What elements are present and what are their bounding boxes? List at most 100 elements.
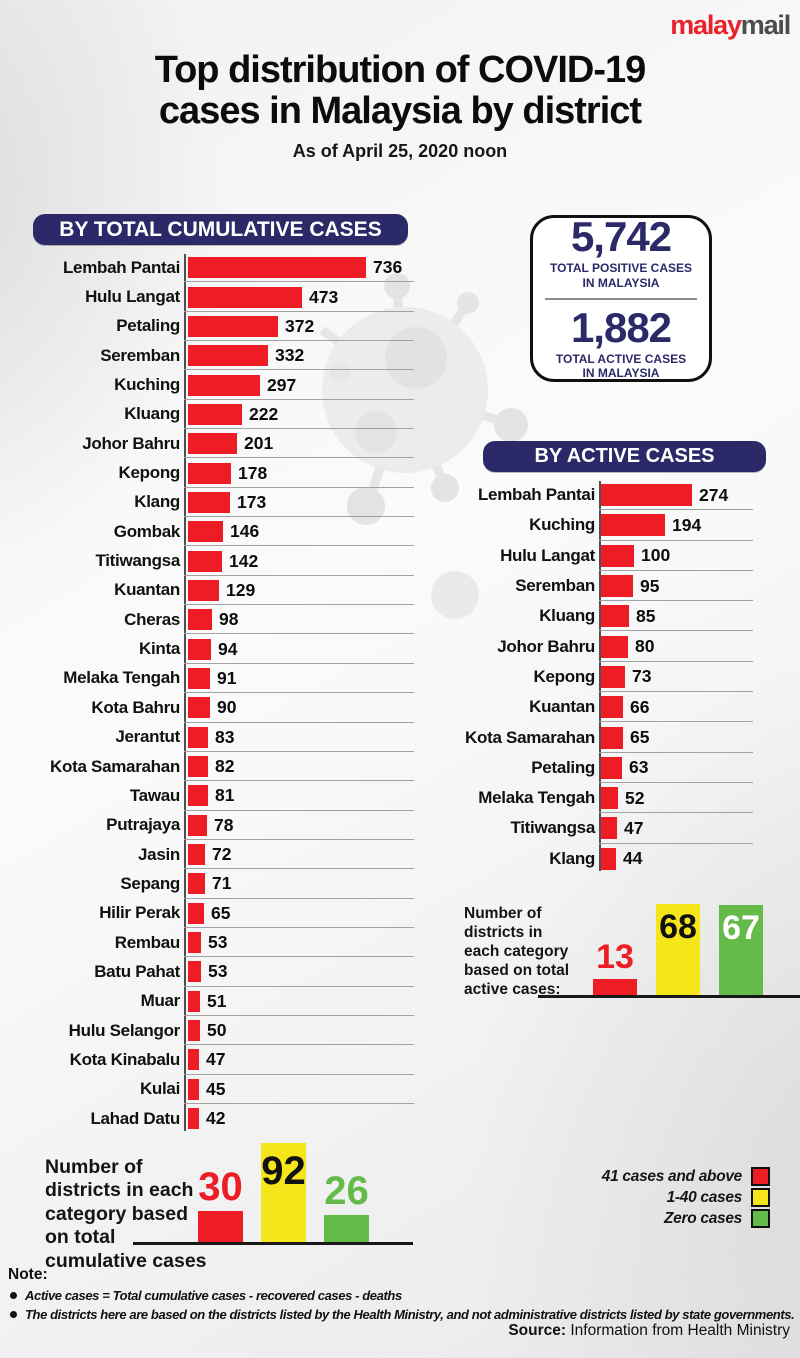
- bar-value: 42: [206, 1108, 226, 1129]
- bar-value: 473: [309, 286, 339, 307]
- bar-value: 297: [267, 374, 297, 395]
- bar-value: 372: [285, 315, 315, 336]
- bar: [188, 697, 210, 719]
- bar-row: Kinta 94: [0, 634, 432, 664]
- bar-value: 332: [275, 345, 305, 366]
- bar: [188, 315, 278, 337]
- gridline: [184, 1044, 414, 1046]
- bullet-icon: [10, 1292, 17, 1299]
- gridline: [184, 633, 414, 635]
- bar-row: Kuching 194: [453, 510, 800, 541]
- bar-row: Klang 173: [0, 488, 432, 518]
- gridline: [184, 604, 414, 606]
- cumulative-categories-baseline: [133, 1242, 413, 1245]
- legend-swatch: [751, 1167, 770, 1186]
- district-label: Kota Bahru: [91, 697, 180, 717]
- bar: [188, 873, 205, 895]
- bar: [188, 990, 200, 1012]
- bar-row: Muar 51: [0, 987, 432, 1016]
- gridline: [599, 600, 753, 602]
- cumulative-categories-title: Number of districts in each category bas…: [45, 1156, 207, 1272]
- gridline: [599, 509, 753, 511]
- gridline: [184, 721, 414, 723]
- bar: [601, 605, 629, 628]
- bar-value: 50: [207, 1020, 227, 1041]
- legend-item: 41 cases and above: [500, 1166, 770, 1187]
- cumulative-categories-chart: 30 92 26: [198, 1094, 369, 1244]
- district-label: Kuantan: [114, 580, 180, 600]
- gridline: [184, 985, 414, 987]
- bar-value: 80: [635, 636, 655, 657]
- district-label: Gombak: [113, 521, 181, 541]
- bar: [188, 932, 201, 954]
- page-subtitle: As of April 25, 2020 noon: [292, 141, 508, 161]
- gridline: [184, 692, 414, 694]
- gridline: [184, 428, 414, 430]
- bar-value: 129: [226, 579, 256, 600]
- bar-row: Rembau 53: [0, 928, 432, 958]
- bar-row: Kuantan 129: [0, 576, 432, 606]
- bar-row: Kota Samarahan 82: [0, 752, 432, 782]
- district-label: Hulu Langat: [500, 545, 595, 565]
- district-label: Hulu Langat: [85, 287, 180, 307]
- bar: [188, 756, 208, 778]
- bar: [188, 579, 219, 601]
- category-column: 92: [261, 1143, 306, 1244]
- bar-row: Kluang 222: [0, 400, 432, 430]
- gridline: [599, 569, 753, 571]
- active-categories-title: Number of districts in each category bas…: [464, 905, 570, 998]
- gridline: [599, 781, 753, 783]
- district-label: Titiwangsa: [95, 551, 180, 571]
- notes-heading: Note:: [8, 1266, 48, 1283]
- bar-row: Cheras 98: [0, 605, 432, 635]
- total-positive-value: 5,742: [570, 213, 672, 261]
- bar: [601, 484, 692, 507]
- bar-row: Kota Bahru 90: [0, 693, 432, 723]
- bar: [719, 905, 763, 997]
- legend-item: Zero cases: [500, 1208, 770, 1229]
- bar: [601, 665, 625, 688]
- bar: [188, 1078, 199, 1100]
- bar-row: Lembah Pantai 736: [0, 253, 432, 283]
- district-label: Kluang: [539, 606, 595, 626]
- bar-value: 26: [324, 1169, 369, 1213]
- gridline: [599, 660, 753, 662]
- total-active-label: TOTAL ACTIVE CASES IN MALAYSIA: [555, 352, 687, 381]
- bar: [601, 544, 634, 567]
- bar: [601, 635, 628, 658]
- bar-row: Lahad Datu 42: [0, 1104, 432, 1133]
- bar: [188, 1020, 200, 1042]
- district-label: Kota Samarahan: [50, 756, 180, 776]
- axis-line: [599, 481, 601, 871]
- bar: [188, 1108, 199, 1130]
- district-label: Petaling: [531, 757, 595, 777]
- bar: [601, 726, 623, 749]
- legend-label: 1-40 cases: [666, 1188, 743, 1206]
- title-line-2: cases in Malaysia by district: [158, 90, 642, 133]
- bar-row: Johor Bahru 201: [0, 429, 432, 459]
- district-label: Kinta: [138, 639, 180, 659]
- bar-row: Hulu Selangor 50: [0, 1016, 432, 1046]
- district-label: Kota Kinabalu: [69, 1049, 181, 1069]
- gridline: [184, 1014, 414, 1016]
- district-label: Klang: [134, 492, 180, 512]
- bar: [188, 403, 242, 425]
- district-label: Klang: [549, 848, 595, 868]
- legend-swatch: [751, 1209, 770, 1228]
- bar-value: 53: [208, 932, 228, 953]
- district-label: Jerantut: [115, 727, 180, 747]
- bar-row: Johor Bahru 80: [453, 631, 800, 662]
- district-label: Johor Bahru: [497, 636, 595, 656]
- bar-value: 92: [261, 1149, 306, 1193]
- active-categories-chart: 13 68 67: [593, 847, 763, 997]
- bar-row: Titiwangsa 142: [0, 546, 432, 576]
- totals-divider: [545, 298, 697, 300]
- bar-value: 81: [215, 785, 235, 806]
- bar: [188, 462, 231, 484]
- gridline: [184, 926, 414, 928]
- bar-row: Hulu Langat 100: [453, 541, 800, 571]
- bar-row: Titiwangsa 47: [453, 813, 800, 844]
- bar-row: Petaling 63: [453, 753, 800, 783]
- district-label: Muar: [140, 991, 181, 1011]
- bar-value: 72: [212, 844, 232, 865]
